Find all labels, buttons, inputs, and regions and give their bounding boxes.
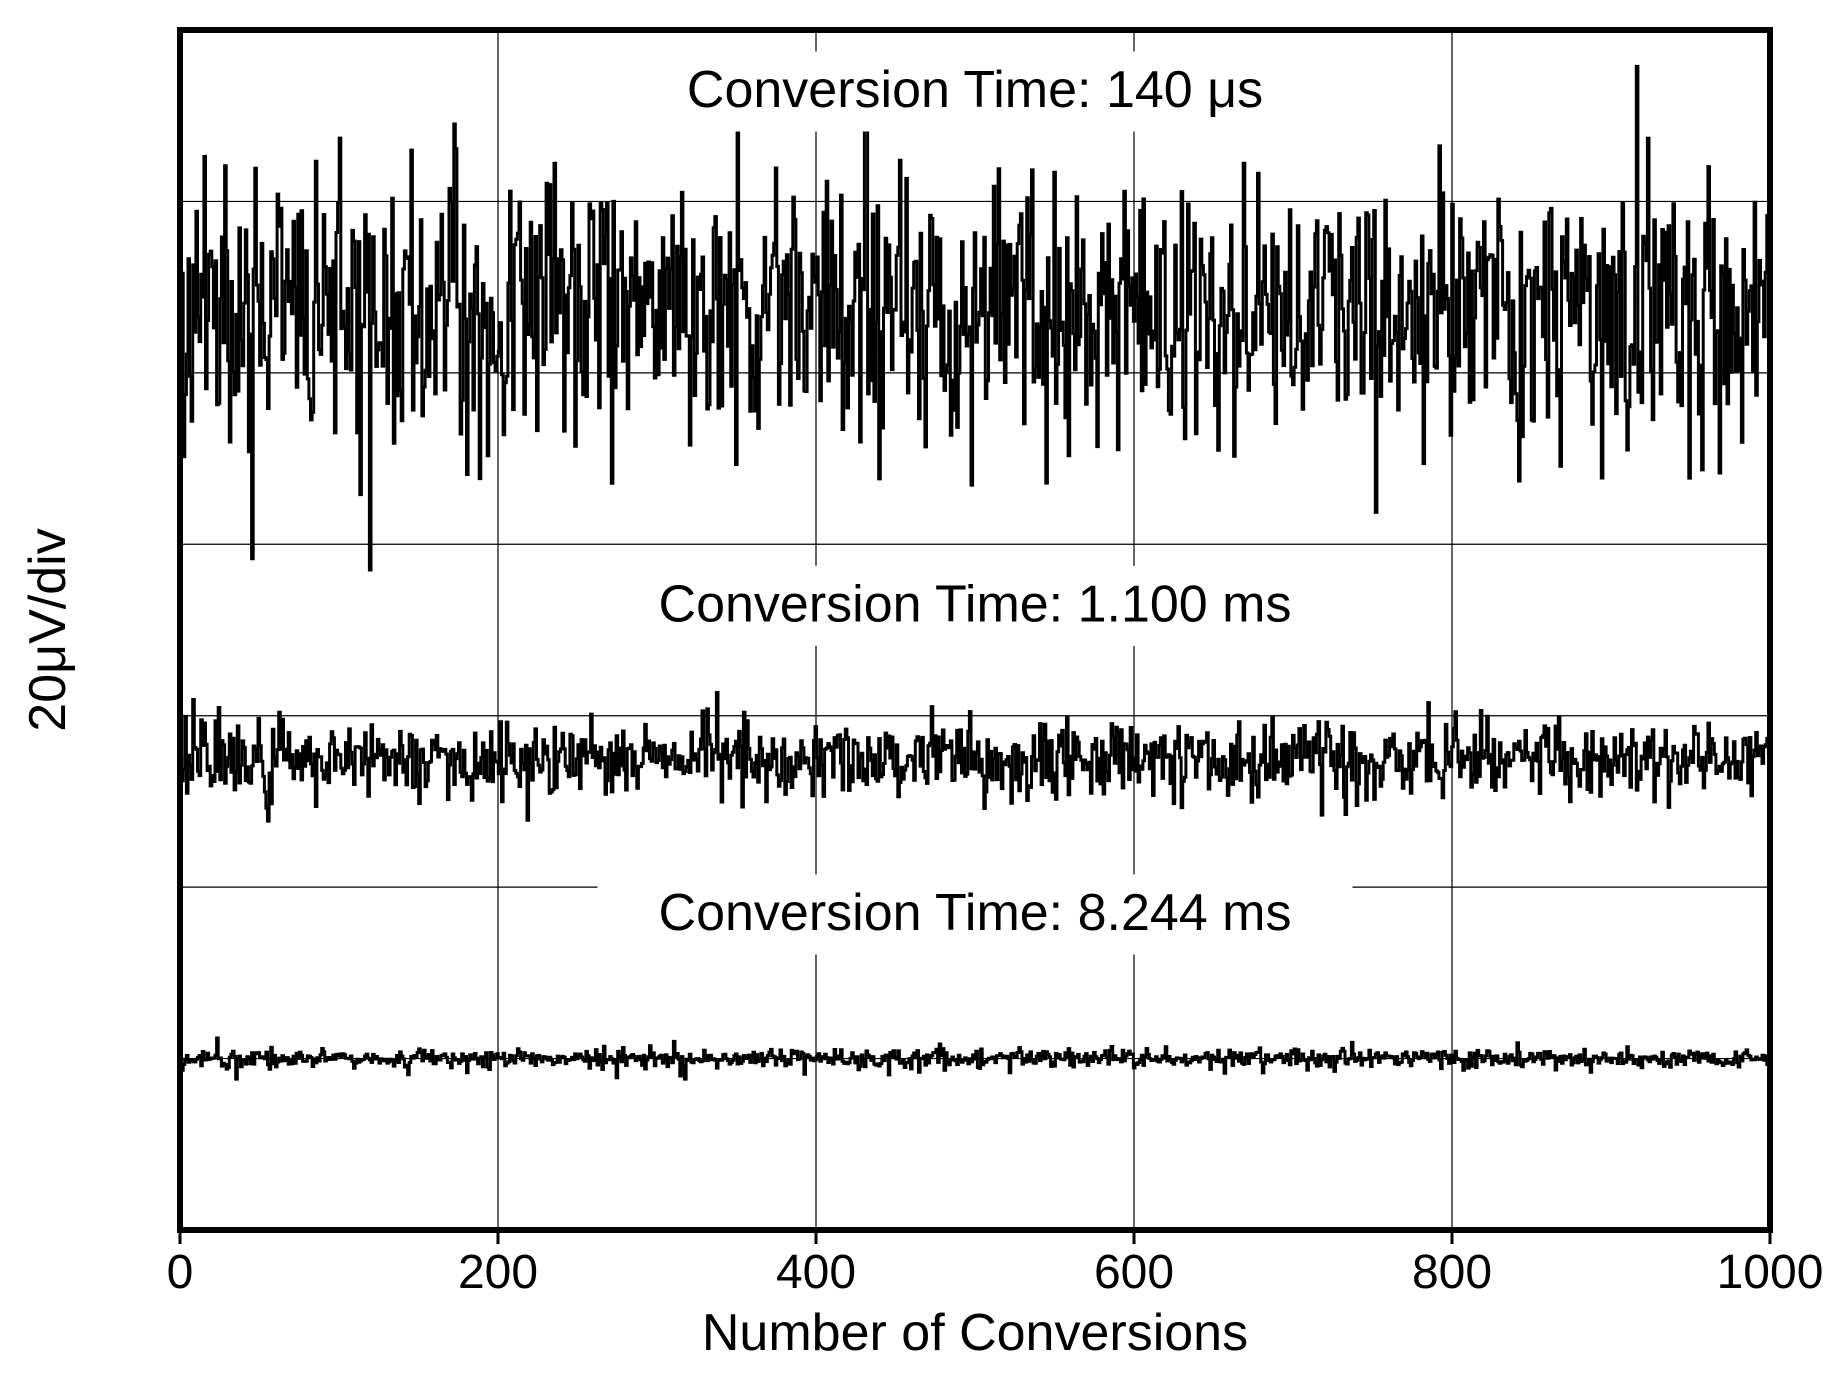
chart-container: Conversion Time: 140 μs Conversion Time: … (0, 0, 1835, 1382)
trace-annotation-1: Conversion Time: 1.100 ms (659, 575, 1292, 633)
chart-background (0, 0, 1835, 1382)
x-axis-label: Number of Conversions (702, 1304, 1248, 1362)
chart-svg: Conversion Time: 140 μs Conversion Time: … (0, 0, 1835, 1382)
x-tick-label: 1000 (1717, 1246, 1824, 1299)
x-tick-label: 200 (458, 1246, 538, 1299)
trace-annotation-2: Conversion Time: 8.244 ms (659, 884, 1292, 942)
trace-annotation-0: Conversion Time: 140 μs (687, 61, 1263, 119)
x-tick-label: 400 (776, 1246, 856, 1299)
x-tick-label: 800 (1412, 1246, 1492, 1299)
x-tick-label: 0 (167, 1246, 194, 1299)
y-axis-label: 20μV/div (19, 528, 77, 731)
x-tick-label: 600 (1094, 1246, 1174, 1299)
